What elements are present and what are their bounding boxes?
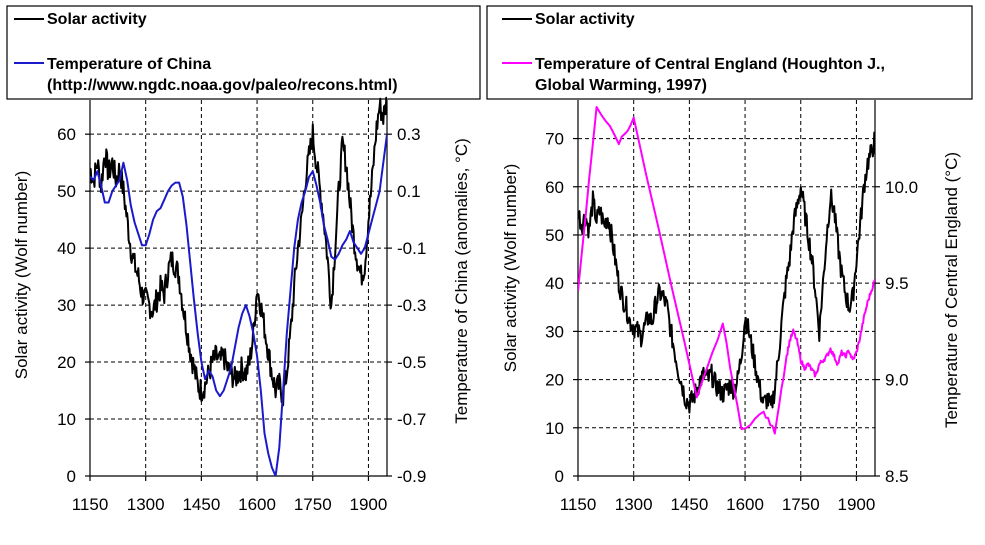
x-tick-label: 1900 [838, 495, 876, 514]
y-left-tick-label: 20 [545, 371, 564, 390]
y-left-tick-label: 40 [545, 274, 564, 293]
legend-frame [6, 5, 481, 100]
x-tick-label: 1600 [238, 495, 276, 514]
legend-label-china: Temperature of China [47, 56, 211, 73]
y-left-tick-label: 0 [67, 467, 76, 486]
y-left-tick-label: 10 [57, 410, 76, 429]
y-right-tick-label: 9.5 [885, 274, 909, 293]
chart-solar-vs-china: Solar activity Temperature of China (htt… [6, 5, 481, 514]
y-left-tick-label: 50 [57, 182, 76, 201]
legend-label-england: Temperature of Central England (Houghton… [535, 56, 885, 73]
y-left-tick-label: 30 [545, 322, 564, 341]
y-left-tick-label: 60 [57, 125, 76, 144]
y-right-tick-label: 0.3 [397, 125, 421, 144]
y-right-tick-label: -0.1 [397, 239, 426, 258]
plot-area: 1150 1300 1450 1600 1750 1900 0 10 20 30 40 50 60 70 8… [545, 100, 918, 514]
series-line-solar-activity [90, 96, 387, 407]
series-line-temperature [578, 106, 875, 435]
legend-box: Solar activity Temperature of Central En… [486, 5, 973, 100]
y-right-tick-label: 10.0 [885, 178, 918, 197]
y-axis-label-right: Temperature of China (anomalies, °C) [452, 138, 471, 424]
legend-label-england-source: Global Warming, 1997) [535, 77, 707, 94]
legend-label-solar: Solar activity [47, 11, 147, 28]
y-left-tick-label: 70 [545, 130, 564, 149]
y-axis-label-left: Solar activity (Wolf number) [501, 164, 520, 372]
y-axis-label-right: Temperature of Central England (°C) [942, 152, 961, 428]
x-tick-label: 1300 [127, 495, 165, 514]
y-right-tick-label: -0.7 [397, 410, 426, 429]
y-right-tick-label: -0.5 [397, 353, 426, 372]
y-right-tick-label: -0.9 [397, 467, 426, 486]
x-tick-label: 1750 [782, 495, 820, 514]
legend-label-solar: Solar activity [535, 11, 635, 28]
x-tick-label: 1150 [72, 495, 109, 514]
y-axis-label-left: Solar activity (Wolf number) [12, 171, 31, 379]
y-left-tick-label: 40 [57, 239, 76, 258]
y-left-tick-label: 30 [57, 296, 76, 315]
y-right-tick-label: -0.3 [397, 296, 426, 315]
legend-label-china-source: (http://www.ngdc.noaa.gov/paleo/recons.h… [47, 77, 398, 94]
chart-solar-vs-central-england: Solar activity Temperature of Central En… [486, 5, 973, 514]
plot-area: 1150 1300 1450 1600 1750 1900 0 10 20 30 40 50 60 -0.… [57, 96, 426, 514]
x-tick-label: 1300 [615, 495, 653, 514]
y-right-tick-label: 9.0 [885, 371, 909, 390]
x-tick-label: 1900 [350, 495, 388, 514]
y-left-tick-label: 0 [555, 467, 564, 486]
x-tick-label: 1600 [726, 495, 764, 514]
x-tick-label: 1150 [560, 495, 597, 514]
x-tick-label: 1750 [294, 495, 332, 514]
y-left-tick-label: 50 [545, 226, 564, 245]
y-left-tick-label: 60 [545, 178, 564, 197]
y-right-tick-label: 0.1 [397, 182, 421, 201]
x-tick-label: 1450 [182, 495, 220, 514]
legend-frame [486, 5, 973, 100]
series-line-solar-activity [578, 131, 875, 414]
series-line-temperature [90, 134, 387, 476]
y-left-tick-label: 20 [57, 353, 76, 372]
x-tick-label: 1450 [670, 495, 708, 514]
y-right-tick-label: 8.5 [885, 467, 909, 486]
legend-box: Solar activity Temperature of China (htt… [6, 5, 481, 100]
y-left-tick-label: 10 [545, 419, 564, 438]
